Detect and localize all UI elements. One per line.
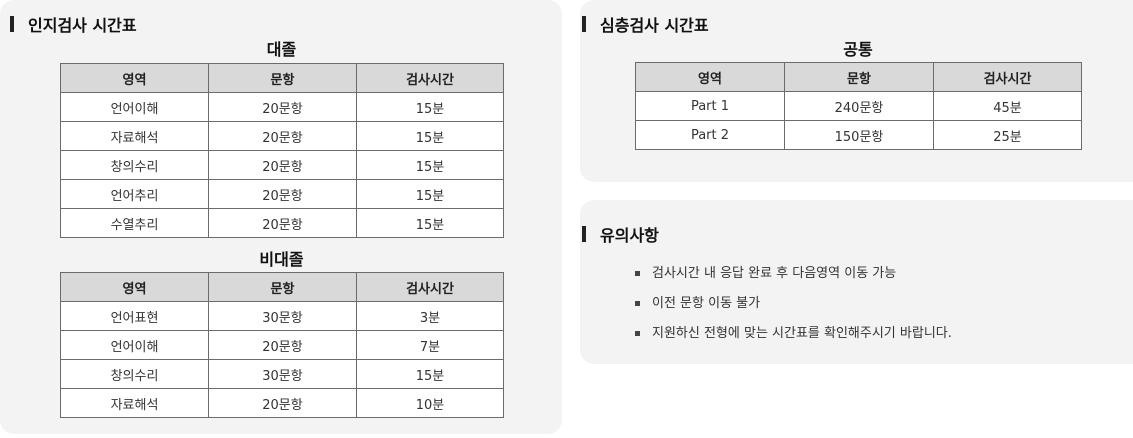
header-items: 문항 (784, 62, 934, 92)
common-table: 영역 문항 검사시간 Part 1 240문항 45분 Part 2 150문항… (635, 62, 1082, 150)
list-item: 검사시간 내 응답 완료 후 다음영역 이동 가능 (635, 266, 952, 296)
cell-time: 7분 (356, 330, 504, 360)
header-area: 영역 (60, 63, 209, 93)
table-header-row: 영역 문항 검사시간 (635, 62, 1082, 92)
deep-title: 심층검사 시간표 (582, 12, 709, 36)
table-row: Part 2 150문항 25분 (635, 120, 1082, 150)
cell-time: 15분 (356, 92, 504, 122)
cell-time: 15분 (356, 179, 504, 209)
non-graduate-table: 영역 문항 검사시간 언어표현 30문항 3분 언어이해 20문항 7분 창의수… (60, 272, 504, 418)
list-item: 이전 문항 이동 불가 (635, 296, 952, 326)
notes-list: 검사시간 내 응답 완료 후 다음영역 이동 가능 이전 문항 이동 불가 지원… (635, 266, 952, 356)
list-item: 지원하신 전형에 맞는 시간표를 확인해주시기 바랍니다. (635, 326, 952, 356)
cell-time: 3분 (356, 301, 504, 331)
header-time: 검사시간 (356, 272, 504, 302)
cell-time: 45분 (933, 91, 1082, 121)
cell-area: 창의수리 (60, 359, 209, 389)
non-graduate-heading: 비대졸 (259, 250, 304, 269)
title-bar-icon (582, 226, 586, 242)
table-row: 자료해석 20문항 10분 (60, 388, 504, 418)
note-text: 이전 문항 이동 불가 (652, 296, 761, 311)
bullet-icon (635, 301, 640, 306)
cell-items: 20문항 (208, 121, 357, 151)
cognitive-title: 인지검사 시간표 (10, 12, 137, 36)
table-header-row: 영역 문항 검사시간 (60, 63, 504, 93)
cell-items: 20문항 (208, 330, 357, 360)
title-bar-icon (10, 16, 14, 32)
header-area: 영역 (635, 62, 785, 92)
cell-time: 10분 (356, 388, 504, 418)
cell-items: 20문항 (208, 179, 357, 209)
graduate-heading: 대졸 (266, 40, 297, 59)
table-row: 창의수리 30문항 15분 (60, 359, 504, 389)
cell-area: Part 2 (635, 120, 785, 150)
cell-time: 15분 (356, 150, 504, 180)
cell-area: 창의수리 (60, 150, 209, 180)
title-bar-icon (582, 16, 586, 32)
cell-items: 20문항 (208, 208, 357, 238)
cell-area: 언어이해 (60, 92, 209, 122)
cell-time: 15분 (356, 208, 504, 238)
header-time: 검사시간 (933, 62, 1082, 92)
cell-time: 15분 (356, 359, 504, 389)
bullet-icon (635, 271, 640, 276)
table-row: 언어이해 20문항 7분 (60, 330, 504, 360)
table-row: 언어이해 20문항 15분 (60, 92, 504, 122)
common-heading: 공통 (843, 40, 873, 59)
notes-panel (580, 200, 1133, 364)
header-items: 문항 (208, 63, 357, 93)
cell-area: 언어이해 (60, 330, 209, 360)
cell-area: 자료해석 (60, 388, 209, 418)
cell-items: 240문항 (784, 91, 934, 121)
note-text: 검사시간 내 응답 완료 후 다음영역 이동 가능 (652, 266, 897, 281)
table-row: 창의수리 20문항 15분 (60, 150, 504, 180)
cell-items: 20문항 (208, 150, 357, 180)
header-time: 검사시간 (356, 63, 504, 93)
cell-items: 30문항 (208, 301, 357, 331)
cell-items: 20문항 (208, 388, 357, 418)
table-header-row: 영역 문항 검사시간 (60, 272, 504, 302)
header-items: 문항 (208, 272, 357, 302)
cell-area: 자료해석 (60, 121, 209, 151)
cell-items: 20문항 (208, 92, 357, 122)
table-row: 수열추리 20문항 15분 (60, 208, 504, 238)
table-row: 자료해석 20문항 15분 (60, 121, 504, 151)
deep-title-text: 심층검사 시간표 (600, 16, 709, 35)
notes-title-text: 유의사항 (600, 226, 659, 245)
notes-title: 유의사항 (582, 222, 659, 246)
note-text: 지원하신 전형에 맞는 시간표를 확인해주시기 바랍니다. (652, 326, 952, 341)
cell-time: 25분 (933, 120, 1082, 150)
cell-time: 15분 (356, 121, 504, 151)
cell-area: Part 1 (635, 91, 785, 121)
graduate-table: 영역 문항 검사시간 언어이해 20문항 15분 자료해석 20문항 15분 창… (60, 63, 504, 238)
cell-items: 150문항 (784, 120, 934, 150)
cognitive-title-text: 인지검사 시간표 (28, 16, 137, 35)
table-row: Part 1 240문항 45분 (635, 91, 1082, 121)
header-area: 영역 (60, 272, 209, 302)
bullet-icon (635, 331, 640, 336)
cell-area: 수열추리 (60, 208, 209, 238)
table-row: 언어표현 30문항 3분 (60, 301, 504, 331)
cell-area: 언어추리 (60, 179, 209, 209)
cell-area: 언어표현 (60, 301, 209, 331)
cell-items: 30문항 (208, 359, 357, 389)
table-row: 언어추리 20문항 15분 (60, 179, 504, 209)
